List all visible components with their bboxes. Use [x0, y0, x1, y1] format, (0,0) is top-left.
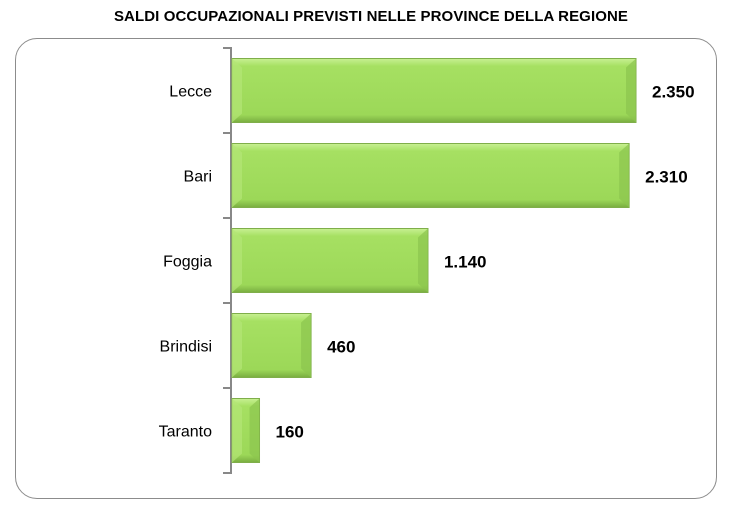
bar-bevel-left [232, 143, 242, 208]
bar-bevel-left [232, 58, 242, 123]
bar-bevel-left [232, 398, 242, 463]
category-label: Lecce [169, 84, 212, 101]
chart-frame [15, 38, 717, 499]
data-label: 2.350 [652, 83, 695, 102]
bar-brindisi [231, 313, 312, 378]
bar-bevel-right [619, 143, 630, 208]
bar-bevel-left [232, 313, 242, 378]
bar-bevel-right [249, 398, 260, 463]
bar-bevel-left [232, 228, 242, 293]
data-label: 160 [276, 423, 304, 442]
data-label: 460 [327, 338, 355, 357]
bar-bevel-right [626, 58, 636, 123]
bar-bevel-right [417, 228, 428, 293]
category-label: Taranto [159, 424, 212, 441]
bar-bari [231, 143, 630, 208]
bar-foggia [231, 228, 429, 293]
bar-bevel-right [301, 313, 312, 378]
data-label: 1.140 [444, 253, 487, 272]
chart-title: SALDI OCCUPAZIONALI PREVISTI NELLE PROVI… [113, 8, 629, 25]
data-label: 2.310 [645, 168, 688, 187]
category-label: Foggia [163, 254, 212, 271]
category-label: Bari [184, 169, 212, 186]
category-label: Brindisi [160, 339, 212, 356]
bar-lecce [231, 58, 637, 123]
